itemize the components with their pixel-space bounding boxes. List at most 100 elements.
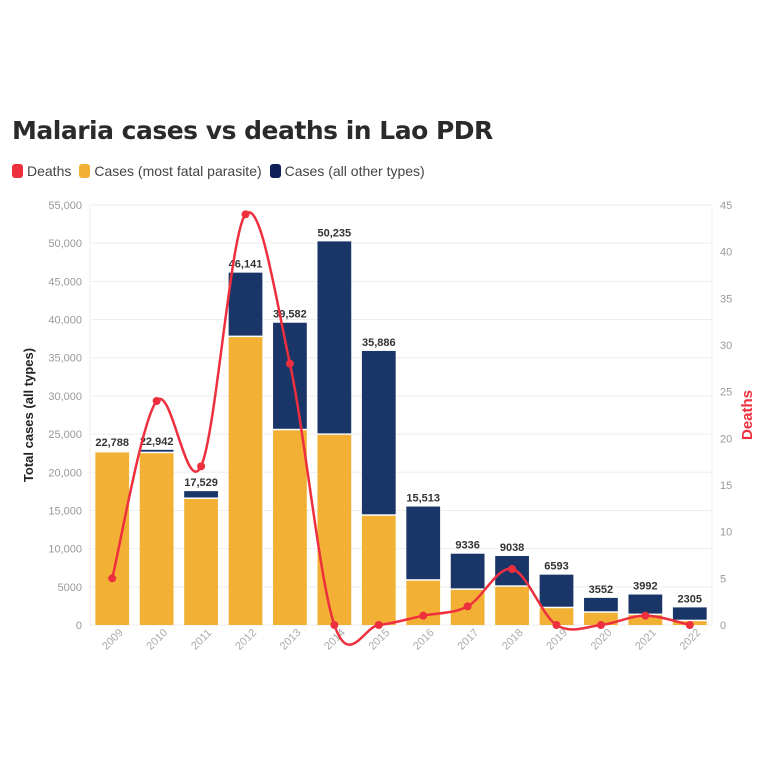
data-label: 2305: [678, 593, 702, 605]
bar-other: [672, 607, 707, 620]
data-label: 3552: [589, 584, 613, 596]
deaths-point: [197, 462, 206, 471]
deaths-point: [330, 621, 339, 629]
y-right-tick-label: 30: [720, 340, 732, 352]
legend-label: Cases (most fatal parasite): [94, 163, 262, 179]
x-tick-label: 2022: [678, 627, 704, 653]
legend-swatch: [269, 164, 281, 178]
y-tick-label: 30,000: [48, 391, 82, 403]
x-tick-label: 2020: [589, 627, 615, 653]
data-label: 9336: [455, 540, 479, 552]
deaths-point: [152, 397, 161, 405]
y-tick-label: 0: [76, 620, 82, 632]
x-tick-label: 2018: [500, 627, 526, 653]
legend: Deaths Cases (most fatal parasite) Cases…: [12, 163, 425, 179]
y-tick-label: 45,000: [48, 276, 82, 288]
data-label: 17,529: [184, 477, 218, 489]
x-tick-label: 2013: [278, 627, 304, 653]
data-label: 9038: [500, 542, 524, 554]
deaths-point: [685, 621, 694, 629]
bar-other: [273, 322, 307, 429]
x-tick-label: 2016: [411, 627, 437, 653]
bar-fatal: [273, 430, 307, 625]
bar-fatal: [139, 453, 174, 625]
y-right-tick-label: 40: [720, 247, 732, 259]
y-right-tick-label: 45: [720, 200, 732, 212]
data-label: 15,513: [406, 493, 440, 505]
x-tick-label: 2011: [189, 627, 214, 652]
y-tick-label: 50,000: [48, 238, 82, 250]
legend-item-other[interactable]: Cases (all other types): [269, 163, 425, 179]
bar-other: [406, 506, 441, 580]
legend-swatch: [79, 164, 91, 178]
data-label: 22,942: [140, 436, 174, 448]
bar-other: [450, 553, 485, 589]
y-tick-label: 55,000: [48, 200, 82, 212]
y-axis-label: Total cases (all types): [21, 348, 36, 482]
y-right-tick-label: 35: [720, 293, 732, 305]
bar-fatal: [584, 612, 618, 625]
bar-fatal: [317, 434, 352, 625]
bar-fatal: [228, 337, 263, 625]
y-right-tick-label: 15: [720, 480, 732, 492]
bar-fatal: [95, 452, 130, 625]
deaths-point: [508, 565, 517, 573]
y-tick-label: 10,000: [48, 544, 82, 556]
data-label: 46,141: [229, 259, 263, 271]
legend-swatch: [12, 164, 23, 178]
bar-other: [584, 597, 618, 612]
y-tick-label: 20,000: [48, 467, 82, 479]
y-tick-label: 5000: [58, 582, 82, 594]
x-tick-label: 2012: [233, 627, 259, 653]
deaths-point: [108, 574, 117, 583]
bar-fatal: [495, 586, 529, 625]
x-tick-label: 2009: [100, 627, 126, 653]
y-tick-label: 15,000: [48, 505, 82, 517]
deaths-point: [596, 621, 605, 629]
y-right-tick-label: 20: [720, 433, 732, 445]
deaths-point: [463, 602, 472, 611]
deaths-point: [285, 359, 294, 368]
deaths-point: [419, 611, 428, 620]
x-tick-label: 2021: [633, 627, 659, 653]
bar-other: [628, 594, 663, 614]
data-label: 50,235: [318, 227, 352, 239]
bar-other: [184, 491, 218, 498]
bar-other: [228, 272, 263, 336]
y-right-axis-label: Deaths: [739, 390, 756, 440]
x-tick-label: 2010: [144, 627, 170, 653]
legend-item-fatal[interactable]: Cases (most fatal parasite): [79, 163, 262, 179]
x-tick-label: 2014: [322, 627, 348, 653]
bar-other: [139, 449, 174, 452]
y-right-tick-label: 0: [720, 620, 726, 632]
x-tick-label: 2017: [455, 627, 481, 653]
deaths-point: [641, 611, 650, 620]
y-right-tick-label: 10: [720, 527, 732, 539]
bar-other: [361, 350, 396, 515]
y-right-tick-label: 5: [720, 573, 726, 585]
y-tick-label: 40,000: [48, 315, 82, 327]
legend-label: Deaths: [27, 163, 72, 179]
data-label: 35,886: [362, 337, 396, 349]
chart-title: Malaria cases vs deaths in Lao PDR: [12, 116, 493, 145]
x-tick-label: 2019: [544, 627, 570, 653]
deaths-point: [241, 210, 250, 219]
deaths-point: [552, 621, 561, 629]
bar-other: [539, 574, 574, 607]
data-label: 3992: [633, 581, 657, 593]
y-right-tick-label: 25: [720, 387, 732, 399]
deaths-point: [374, 621, 383, 629]
bar-fatal: [361, 515, 396, 625]
data-label: 6593: [544, 561, 568, 573]
y-tick-label: 35,000: [48, 353, 82, 365]
bar-fatal: [539, 608, 574, 625]
y-tick-label: 25,000: [48, 429, 82, 441]
data-label: 22,788: [95, 437, 129, 449]
legend-label: Cases (all other types): [284, 163, 425, 179]
bar-fatal: [184, 499, 218, 625]
bar-fatal: [628, 615, 663, 625]
legend-item-deaths[interactable]: Deaths: [12, 163, 71, 179]
bar-other: [317, 241, 352, 434]
